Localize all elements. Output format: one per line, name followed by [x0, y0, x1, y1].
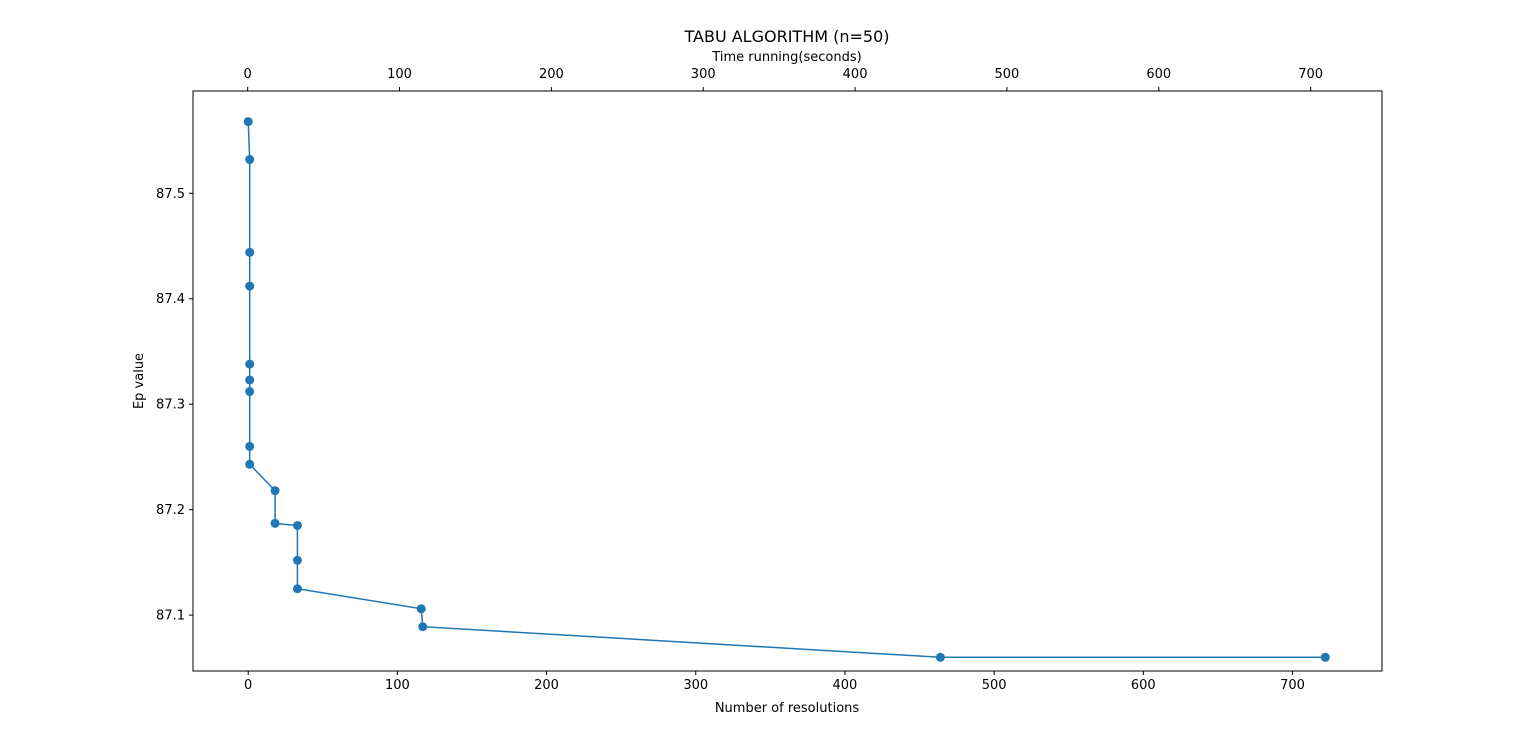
y-tick-label: 87.5 [156, 187, 185, 202]
data-point [245, 155, 255, 165]
x-tick-label: 300 [683, 678, 708, 693]
x-tick-label: 100 [385, 678, 410, 693]
data-point [245, 247, 255, 257]
top-x-axis-label: Time running(seconds) [711, 50, 861, 65]
y-tick-label: 87.3 [156, 398, 185, 413]
top-x-tick-label: 200 [539, 67, 564, 82]
top-x-tick-label: 500 [995, 67, 1020, 82]
data-point [292, 584, 302, 594]
y-tick-label: 87.2 [156, 503, 185, 518]
x-tick-label: 500 [982, 678, 1007, 693]
top-x-axis: 0 100 200 300 400 500 600 700 [244, 67, 1323, 91]
data-point [245, 359, 255, 369]
data-point [245, 459, 255, 469]
data-point [935, 652, 945, 662]
top-x-tick-label: 600 [1146, 67, 1171, 82]
top-x-tick-label: 100 [387, 67, 412, 82]
data-point [243, 117, 253, 127]
data-point [1320, 652, 1330, 662]
top-x-tick-label: 300 [691, 67, 716, 82]
data-point [292, 520, 302, 530]
data-point [416, 604, 426, 614]
data-point [418, 622, 428, 632]
data-point [270, 518, 280, 528]
x-tick-label: 200 [534, 678, 559, 693]
x-tick-label: 700 [1280, 678, 1305, 693]
y-axis-label: Ep value [132, 353, 147, 409]
data-point [245, 281, 255, 291]
y-tick-label: 87.4 [156, 292, 185, 307]
x-tick-label: 600 [1131, 678, 1156, 693]
y-axis: 87.1 87.2 87.3 87.4 87.5 [156, 187, 193, 624]
data-point [270, 486, 280, 496]
plot-frame [192, 90, 1383, 672]
x-tick-label: 0 [244, 678, 252, 693]
x-tick-label: 400 [833, 678, 858, 693]
data-point [245, 387, 255, 397]
series-line [247, 121, 1326, 659]
data-point [245, 441, 255, 451]
top-x-tick-label: 400 [843, 67, 868, 82]
x-axis: 0 100 200 300 400 500 600 700 [244, 671, 1305, 693]
top-x-tick-label: 700 [1298, 67, 1323, 82]
data-marks [243, 117, 1330, 662]
x-axis-label: Number of resolutions [715, 701, 860, 716]
data-point [245, 375, 255, 385]
chart-title: TABU ALGORITHM (n=50) [683, 27, 889, 46]
top-x-tick-label: 0 [244, 67, 252, 82]
data-point [292, 555, 302, 565]
y-tick-label: 87.1 [156, 609, 185, 624]
